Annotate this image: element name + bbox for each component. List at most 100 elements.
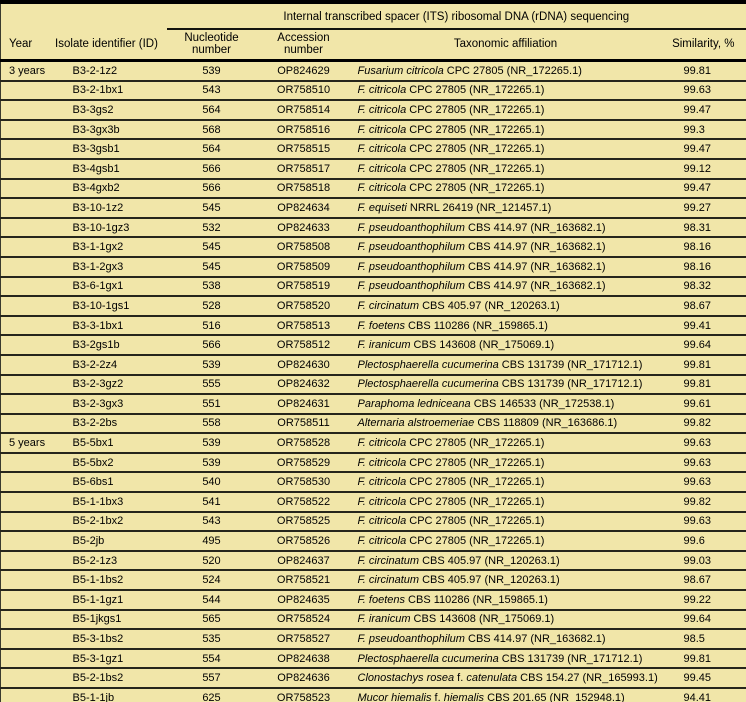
taxon-strain-roman: CBS 143608 (NR_175069.1) <box>410 613 555 626</box>
table-header: Internal transcribed spacer (ITS) riboso… <box>0 2 746 62</box>
table-row: B5-3-1bs2 535 OR758527 F. pseudoanthophi… <box>0 628 746 649</box>
isolate-id-cell: B3-4gxb2 <box>46 177 167 199</box>
taxon-name-italic: F. pseudoanthophilum <box>357 280 465 293</box>
taxon-strain-roman: CBS 414.97 (NR_163682.1) <box>464 241 606 254</box>
taxon-name-italic: F. citricola <box>357 162 407 175</box>
year-cell <box>0 491 47 512</box>
taxon-name-italic: F. circinatum <box>357 299 420 312</box>
nucleotide-number-cell: 568 <box>166 118 257 140</box>
isolate-id-cell: B3-2-2z4 <box>46 353 167 375</box>
similarity-cell: 98.31 <box>660 216 746 238</box>
taxon-strain-roman: CBS 414.97 (NR_163682.1) <box>464 260 606 273</box>
similarity-cell: 99.03 <box>660 549 746 571</box>
accession-number-cell: OR758528 <box>256 432 351 453</box>
isolate-id-cell: B3-3gsb1 <box>46 138 167 159</box>
accession-number-cell: OP824636 <box>256 667 351 688</box>
nucleotide-number-cell: 564 <box>166 138 257 159</box>
nucleotide-number-cell: 545 <box>166 255 257 277</box>
table-row: 5 years B5-5bx1 539 OR758528 F. citricol… <box>0 432 746 453</box>
taxon-name-italic: Plectosphaerella cucumerina <box>357 358 499 371</box>
taxon-name-italic: F. citricola <box>357 84 407 97</box>
nucleotide-number-cell: 566 <box>166 157 257 179</box>
accession-number-cell: OR758522 <box>256 491 351 512</box>
year-cell: 5 years <box>0 432 47 453</box>
accession-number-cell: OR758524 <box>256 608 351 630</box>
table-row: B5-2-1bx2 543 OR758525 F. citricola CPC … <box>0 510 746 532</box>
year-cell <box>0 667 47 688</box>
year-cell <box>0 236 47 257</box>
taxonomic-affiliation-cell: F. citricola CPC 27805 (NR_172265.1) <box>350 138 661 159</box>
spanning-header: Internal transcribed spacer (ITS) riboso… <box>166 2 746 30</box>
table-row: B3-1-1gx2 545 OR758508 F. pseudoanthophi… <box>0 236 746 257</box>
nucleotide-number-cell: 541 <box>166 491 257 512</box>
table-row: B5-1-1jb 625 OR758523 Mucor hiemalis f. … <box>0 687 746 702</box>
taxon-strain-roman: CBS 110286 (NR_159865.1) <box>405 593 548 606</box>
taxon-name-italic: F. citricola <box>357 476 407 489</box>
similarity-cell: 98.5 <box>660 628 746 649</box>
table-row: B5-1-1gz1 544 OP824635 F. foetens CBS 11… <box>0 589 746 610</box>
similarity-cell: 99.63 <box>660 451 746 473</box>
taxonomic-affiliation-cell: F. foetens CBS 110286 (NR_159865.1) <box>350 314 661 336</box>
year-cell: 3 years <box>9 64 46 77</box>
table-row: B5-2-1z3 520 OP824637 F. circinatum CBS … <box>0 549 746 571</box>
accession-number-cell: OP824635 <box>256 589 351 610</box>
accession-number-cell: OR758514 <box>256 99 351 120</box>
isolate-id-cell: B3-2-1bx1 <box>46 79 167 101</box>
similarity-cell: 99.6 <box>660 530 746 551</box>
taxon-strain-roman: CBS 131739 (NR_171712.1) <box>498 378 643 391</box>
taxon-strain-roman: CPC 27805 (NR_172265.1) <box>406 535 545 548</box>
spanning-header-spacer <box>1 2 167 29</box>
similarity-cell: 94.41 <box>660 687 746 702</box>
nucleotide-number-cell: 516 <box>166 314 257 336</box>
taxon-name-italic: F. citricola <box>357 123 407 136</box>
nucleotide-number-cell: 545 <box>166 236 257 257</box>
taxon-name-italic: hiemalis <box>443 691 485 702</box>
isolate-id-cell: B5-5bx2 <box>46 451 167 473</box>
taxon-strain-roman: f. <box>454 672 467 685</box>
similarity-cell: 99.27 <box>660 197 746 218</box>
table-row: B3-3gs2 564 OR758514 F. citricola CPC 27… <box>0 99 746 120</box>
nucleotide-number-cell: 495 <box>166 530 257 551</box>
column-header-nucleotide-number: Nucleotide number <box>166 29 257 62</box>
taxon-name-italic: F. foetens <box>357 593 406 606</box>
taxon-strain-roman: CPC 27805 (NR_172265.1) <box>406 437 545 450</box>
taxon-strain-roman: CBS 405.97 (NR_120263.1) <box>419 554 560 567</box>
year-cell <box>0 647 47 669</box>
nucleotide-number-cell: 564 <box>166 99 257 120</box>
taxon-strain-roman: CBS 110286 (NR_159865.1) <box>405 319 548 332</box>
accession-number-cell: OR758527 <box>256 628 351 649</box>
taxon-name-italic: Plectosphaerella cucumerina <box>357 378 499 391</box>
taxon-name-italic: F. equiseti <box>357 201 407 214</box>
nucleotide-number-cell: 520 <box>166 549 257 571</box>
column-header-row: Year Isolate identifier (ID) Nucleotide … <box>0 29 746 62</box>
accession-number-cell: OP824632 <box>256 373 351 395</box>
similarity-cell: 99.47 <box>660 99 746 120</box>
nucleotide-number-cell: 528 <box>166 295 257 316</box>
table-row: B3-3gsb1 564 OR758515 F. citricola CPC 2… <box>0 138 746 159</box>
table-row: B5-2jb 495 OR758526 F. citricola CPC 278… <box>0 530 746 551</box>
taxon-name-italic: F. citricola <box>357 456 407 469</box>
taxon-name-italic: F. citricola <box>357 535 407 548</box>
similarity-cell: 99.45 <box>660 667 746 688</box>
taxon-name-italic: F. citricola <box>357 143 407 156</box>
similarity-cell: 99.81 <box>683 64 712 77</box>
isolate-id-cell: B3-2-3gz2 <box>46 373 167 395</box>
year-cell <box>0 373 47 395</box>
taxon-name-italic: F. iranicum <box>357 613 411 626</box>
accession-number-cell: OR758519 <box>256 275 351 297</box>
table-row: B3-3gx3b 568 OR758516 F. citricola CPC 2… <box>0 118 746 140</box>
accession-number-cell: OR758515 <box>256 138 351 159</box>
taxon-name-italic: catenulata <box>466 672 518 685</box>
nucleotide-number-cell: 551 <box>166 393 257 414</box>
accession-number-cell: OR758517 <box>256 157 351 179</box>
year-cell <box>0 510 47 532</box>
taxon-name-italic: F. pseudoanthophilum <box>357 241 465 254</box>
similarity-cell: 99.61 <box>660 393 746 414</box>
taxon-name-italic: Alternaria alstroemeriae <box>357 417 475 430</box>
isolate-id-cell: B5-1-1gz1 <box>46 589 167 610</box>
isolate-id-cell: B3-2-3gx3 <box>46 393 167 414</box>
nucleotide-number-cell: 555 <box>166 373 257 395</box>
table-row: B3-2-1bx1 543 OR758510 F. citricola CPC … <box>0 79 746 101</box>
similarity-cell: 99.81 <box>660 647 746 669</box>
